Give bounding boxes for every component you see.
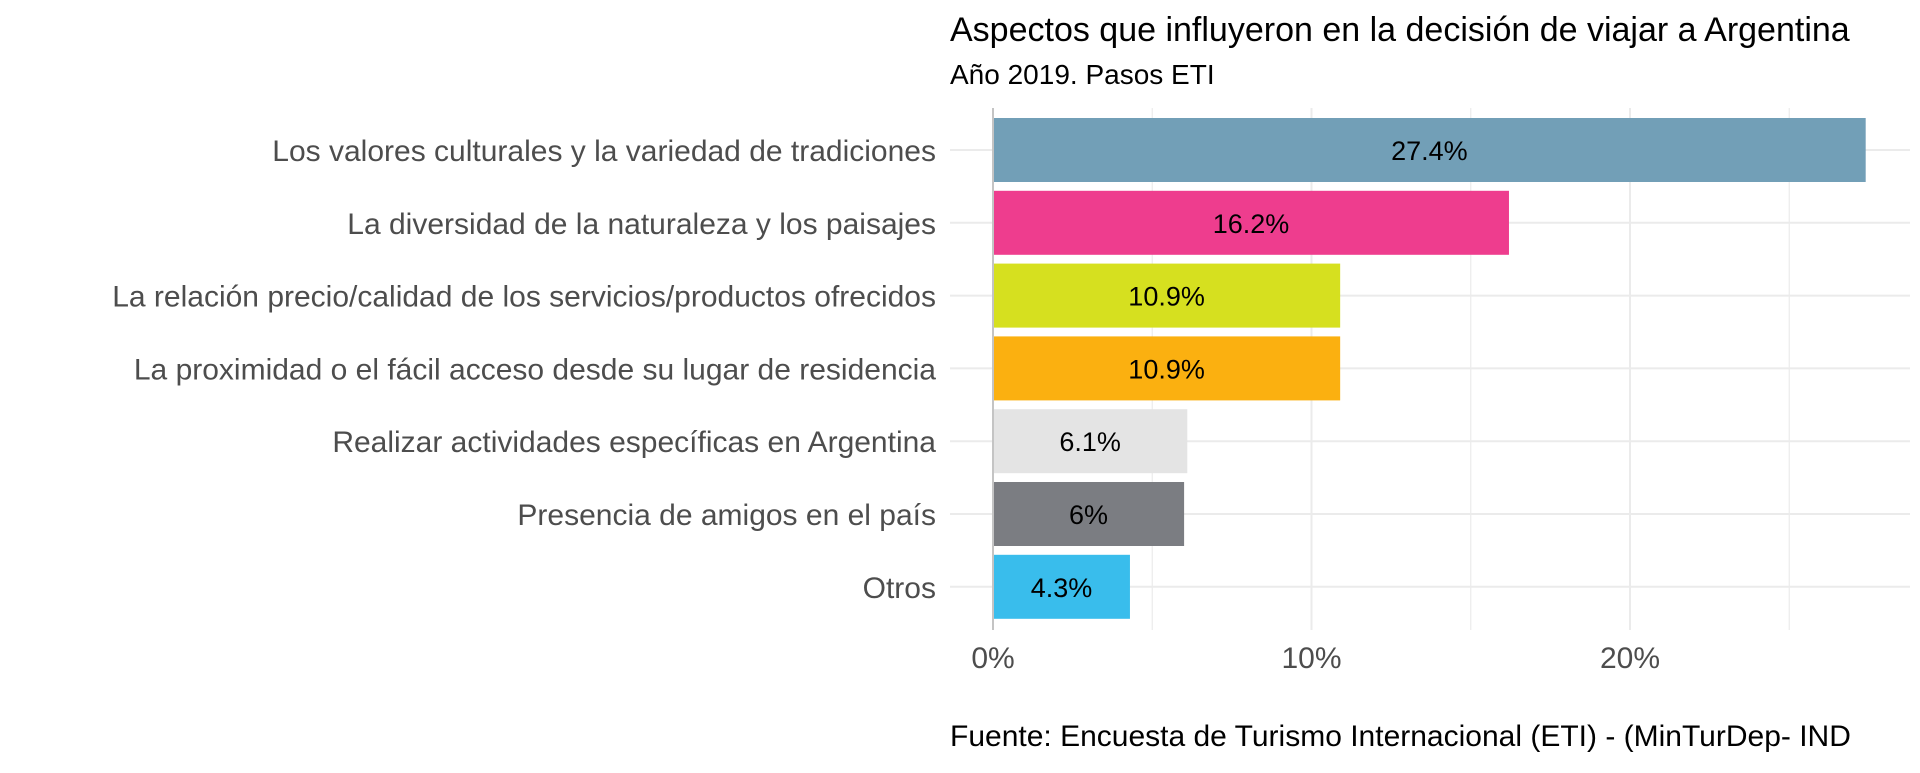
- category-label: Realizar actividades específicas en Arge…: [332, 426, 936, 459]
- category-label: Otros: [863, 572, 936, 605]
- bar[interactable]: [993, 118, 1866, 182]
- bar[interactable]: [993, 554, 1130, 619]
- bar-data-label: 16.2%: [1213, 209, 1290, 239]
- chart-caption: Fuente: Encuesta de Turismo Internaciona…: [950, 720, 1851, 753]
- labels-layer: 27.4% Los valores culturales y la varieda…: [112, 108, 1660, 675]
- bar-data-label: 6.1%: [1059, 427, 1121, 457]
- bar-data-label: 6%: [1069, 500, 1108, 530]
- category-label: Los valores culturales y la variedad de …: [272, 135, 936, 168]
- bar[interactable]: [993, 482, 1185, 546]
- x-tick-label: 0%: [971, 642, 1014, 675]
- bar-data-label: 4.3%: [1031, 573, 1093, 603]
- bar-data-label: 27.4%: [1391, 136, 1468, 166]
- x-tick-label: 10%: [1281, 642, 1341, 675]
- x-tick-label: 20%: [1600, 642, 1660, 675]
- category-label: Presencia de amigos en el país: [517, 499, 936, 532]
- bar[interactable]: [993, 336, 1341, 401]
- bar[interactable]: [993, 263, 1341, 328]
- chart-subtitle: Año 2019. Pasos ETI: [950, 59, 1215, 90]
- bar-data-label: 10.9%: [1128, 282, 1205, 312]
- category-label: La relación precio/calidad de los servic…: [112, 281, 936, 314]
- chart-title: Aspectos que influyeron en la decisión d…: [950, 11, 1850, 49]
- bar[interactable]: [993, 190, 1509, 255]
- bar[interactable]: [993, 409, 1188, 474]
- bars-layer: [993, 118, 1866, 619]
- bar-data-label: 10.9%: [1128, 354, 1205, 384]
- category-label: La diversidad de la naturaleza y los pai…: [347, 208, 936, 241]
- category-label: La proximidad o el fácil acceso desde su…: [134, 353, 936, 386]
